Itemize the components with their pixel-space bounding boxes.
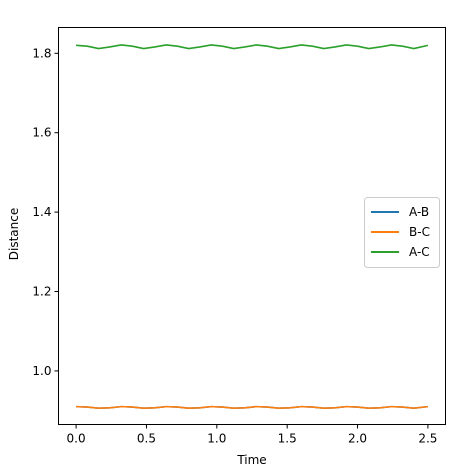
x-axis-title: Time — [236, 453, 266, 467]
y-tick-label: 1.8 — [32, 46, 51, 60]
series-line-a-c — [76, 44, 429, 50]
x-axis-ticks: 0.0 0.5 1.0 1.5 2.0 2.5 — [67, 424, 437, 446]
legend-label-a-c: A-C — [409, 245, 430, 259]
x-tick-label: 0.0 — [67, 432, 86, 446]
y-axis-ticks: 1.0 1.2 1.4 1.6 1.8 — [32, 46, 59, 378]
plot-lines — [76, 44, 429, 410]
x-tick-label: 2.5 — [418, 432, 437, 446]
y-tick-label: 1.4 — [32, 205, 51, 219]
y-tick-label: 1.0 — [32, 364, 51, 378]
x-tick-label: 1.0 — [207, 432, 226, 446]
y-tick-label: 1.2 — [32, 285, 51, 299]
x-tick-label: 1.5 — [278, 432, 297, 446]
series-line-b-c — [76, 405, 428, 410]
plot-frame — [58, 27, 446, 425]
legend-box — [364, 197, 440, 268]
y-tick-label: 1.6 — [32, 126, 51, 140]
legend: A-B B-C A-C — [364, 197, 440, 268]
y-axis-title: Distance — [7, 208, 21, 260]
legend-label-b-c: B-C — [409, 225, 430, 239]
legend-label-a-b: A-B — [409, 205, 429, 219]
x-tick-label: 0.5 — [137, 432, 156, 446]
x-tick-label: 2.0 — [348, 432, 367, 446]
